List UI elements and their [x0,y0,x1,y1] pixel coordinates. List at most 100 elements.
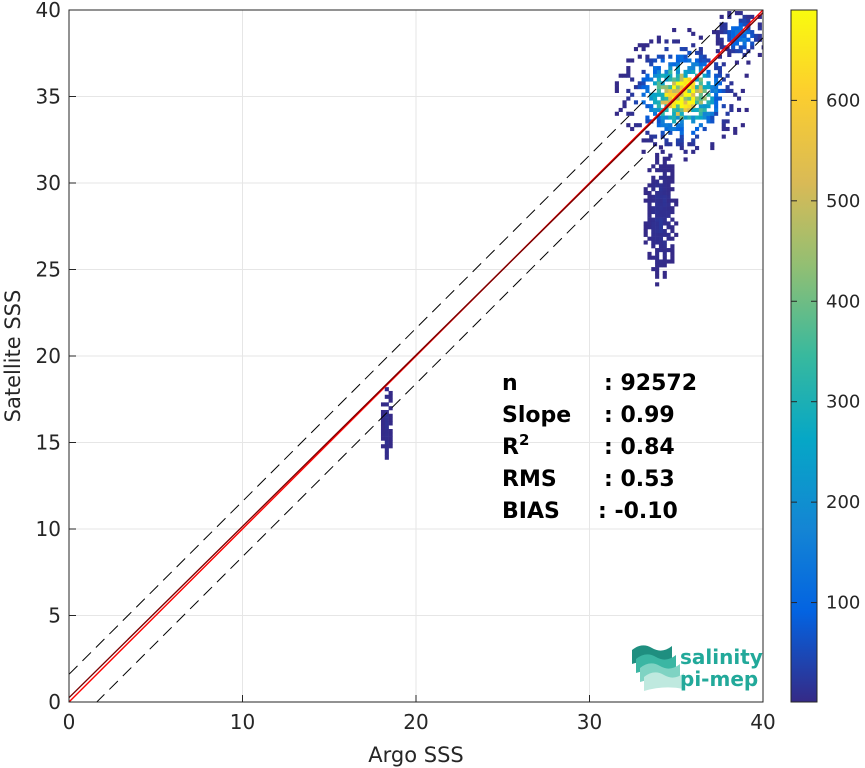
heatmap-cell [740,123,745,128]
heatmap-cell [683,88,688,93]
heatmap-cell [655,194,660,199]
heatmap-cell [647,194,652,199]
heatmap-cell [380,444,386,449]
heatmap-cell [706,115,711,120]
x-tick-label: 10 [230,710,255,734]
heatmap-cell [658,232,664,237]
heatmap-cell [714,111,719,116]
heatmap-cell [388,390,393,396]
heatmap-cell [637,54,642,59]
heatmap-cell [633,85,639,90]
heatmap-cell [614,111,619,116]
heatmap-cell [742,22,747,27]
heatmap-cell [719,37,724,42]
heatmap-cell [694,77,700,82]
logo-line2: pi-mep [680,667,758,691]
heatmap-cell [702,85,707,90]
heatmap-cell [706,100,711,105]
heatmap-cell [706,58,711,63]
heatmap-cell [742,45,747,50]
heatmap-cell [618,73,623,78]
heatmap-cell [687,66,692,71]
heatmap-cell [626,96,631,101]
heatmap-cell [660,130,665,135]
heatmap-cell [645,130,650,135]
heatmap-cell [687,85,692,90]
reference-line [69,12,763,699]
heatmap-cell [653,81,658,86]
colorbar-tick-label: 500 [826,191,860,212]
heatmap-cell [723,26,728,31]
heatmap-cell [660,54,665,59]
heatmap-cell [655,225,660,230]
heatmap-cell [675,62,681,67]
heatmap-cell [651,217,656,222]
heatmap-cell [723,22,728,27]
heatmap-cell [710,100,715,105]
heatmap-cell [666,232,671,237]
heatmap-cell [380,402,386,407]
heatmap-cell [384,417,389,422]
heatmap-cell [658,259,664,264]
heatmap-cell [630,126,635,132]
heatmap-cell [723,30,728,35]
heatmap-cell [698,96,703,101]
heatmap-cell [633,47,639,52]
heatmap-cell [388,432,393,437]
heatmap-cell [388,406,393,411]
heatmap-cell [694,85,700,90]
heatmap-cell [694,50,700,55]
heatmap-cell [626,66,631,71]
heatmap-cell [662,251,667,256]
heatmap-cell [668,126,673,132]
heatmap-cell [683,115,688,120]
heatmap-cell [641,81,646,86]
heatmap-cell [714,100,719,105]
heatmap-cell [742,30,747,35]
heatmap-cell [655,217,660,222]
heatmap-cell [666,168,671,173]
heatmap-cell [664,92,669,97]
heatmap-cell [658,244,664,249]
heatmap-cell [691,66,696,71]
heatmap-cell [645,43,650,48]
heatmap-cell [672,104,677,109]
heatmap-cell [655,263,660,268]
heatmap-cell [679,96,684,101]
heatmap-cell [731,49,736,54]
logo-line1: salinity [680,645,763,669]
heatmap-cell [729,88,734,93]
reference-lines [69,10,763,702]
heatmap-cell [658,183,664,188]
heatmap-cell [679,47,684,52]
heatmap-cell [658,217,664,222]
heatmap-cell [655,232,660,237]
heatmap-cell [660,92,665,97]
heatmap-cell [679,92,684,97]
heatmap-cell [694,58,700,63]
heatmap-cell [734,49,740,54]
heatmap-cell [717,54,723,59]
heatmap-cell [645,119,650,124]
heatmap-cell [662,248,667,253]
heatmap-cell [662,270,667,275]
heatmap-cell [668,104,673,109]
heatmap-cell [702,88,707,93]
heatmap-cell [662,259,667,264]
heatmap-cell [687,77,692,82]
heatmap-cell [655,190,660,196]
heatmap-cell [653,66,658,71]
heatmap-cell [698,54,703,59]
heatmap-cell [757,14,762,19]
heatmap-cell [658,225,664,230]
heatmap-cell [706,85,711,90]
heatmap-cell [380,432,386,437]
heatmap-cell [725,126,730,132]
heatmap-cell [664,96,669,101]
heatmap-cell [662,202,667,207]
heatmap-cell [647,206,652,211]
heatmap-cell [683,81,688,86]
heatmap-cell [725,85,730,90]
heatmap-cell [734,11,740,16]
heatmap-cell [679,58,684,63]
